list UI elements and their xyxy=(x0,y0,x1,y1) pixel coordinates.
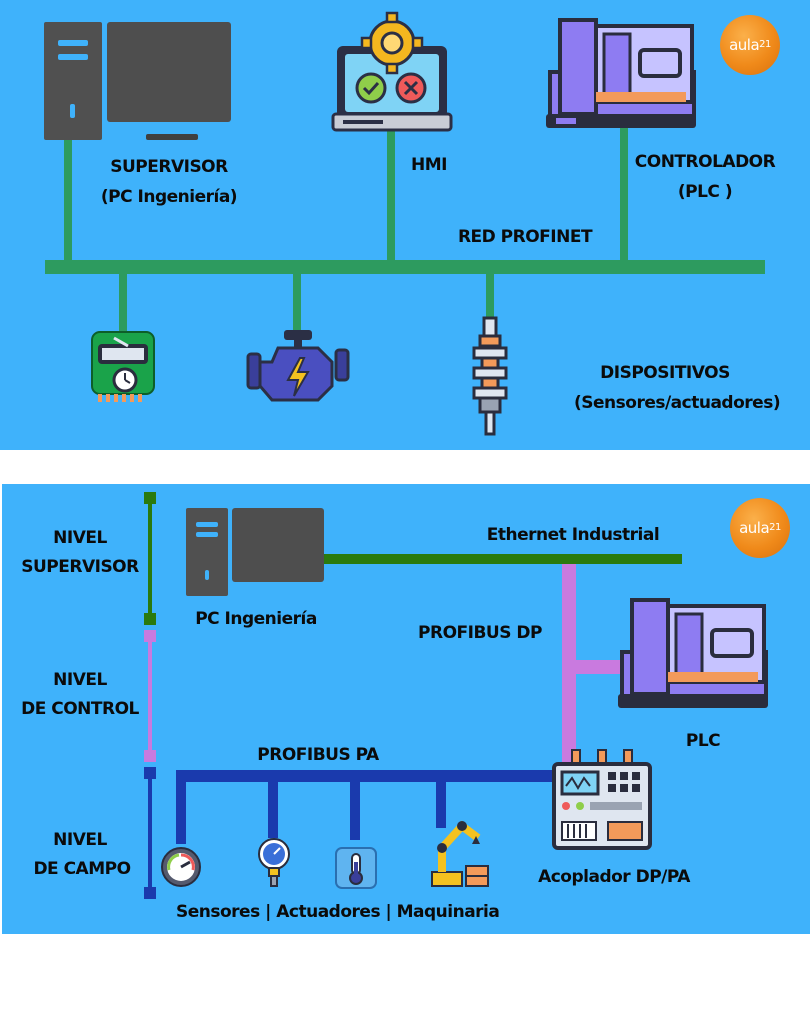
plc-icon xyxy=(618,598,768,708)
supervisor-connector xyxy=(64,130,72,262)
pa-drop-1 xyxy=(176,780,186,844)
controller-subtitle: (PLC ) xyxy=(677,182,733,202)
profibus-pa-bus xyxy=(176,770,556,782)
level-axis-field xyxy=(148,771,152,893)
controller-connector xyxy=(620,128,628,262)
hmi-connector xyxy=(387,128,395,262)
plc-controller-icon xyxy=(546,18,696,128)
spark-plug-icon xyxy=(472,316,508,436)
gauge-icon xyxy=(161,847,201,887)
supervisor-subtitle: (PC Ingeniería) xyxy=(100,187,238,207)
motor-icon xyxy=(246,330,350,402)
level-marker-supervisor-top xyxy=(144,492,156,504)
profibus-dp-label: PROFIBUS DP xyxy=(418,623,542,643)
field-devices-label: Sensores | Actuadores | Maquinaria xyxy=(176,902,500,922)
sensor-board-icon xyxy=(91,331,155,402)
ethernet-industrial-line xyxy=(320,554,682,564)
profinet-label: RED PROFINET xyxy=(457,227,593,247)
hmi-label: HMI xyxy=(411,155,447,175)
profibus-dp-vertical xyxy=(562,564,576,768)
devices-subtitle: (Sensores/actuadores) xyxy=(574,393,781,413)
supervisor-title: SUPERVISOR xyxy=(110,157,228,177)
profibus-levels-panel: NIVEL SUPERVISOR NIVEL DE CONTROL NIVEL … xyxy=(2,484,810,934)
hmi-laptop-icon xyxy=(331,11,453,132)
pa-drop-2 xyxy=(268,780,278,838)
pa-drop-3 xyxy=(350,780,360,840)
level-control-line2: DE CONTROL xyxy=(21,699,139,719)
controller-title: CONTROLADOR xyxy=(634,152,776,172)
coupler-label: Acoplador DP/PA xyxy=(538,867,690,887)
device3-connector xyxy=(486,272,494,322)
level-axis-supervisor xyxy=(148,496,152,620)
devices-title: DISPOSITIVOS xyxy=(600,363,730,383)
profibus-dp-to-plc xyxy=(576,660,630,674)
robot-arm-icon xyxy=(431,820,489,887)
thermometer-icon xyxy=(335,847,377,889)
level-axis-control xyxy=(148,634,152,758)
level-supervisor-line1: NIVEL xyxy=(53,528,107,548)
device2-connector xyxy=(293,272,301,334)
pc-icon xyxy=(44,22,231,140)
profinet-bus xyxy=(45,260,765,274)
pa-drop-4 xyxy=(436,780,446,828)
level-control-line1: NIVEL xyxy=(53,670,107,690)
level-field-line2: DE CAMPO xyxy=(33,859,131,879)
level-marker-field-bottom xyxy=(144,887,156,899)
ethernet-label: Ethernet Industrial xyxy=(486,525,660,545)
device1-connector xyxy=(119,272,127,334)
level-field-line1: NIVEL xyxy=(53,830,107,850)
level-marker-control-top xyxy=(144,630,156,642)
level-marker-control-bottom xyxy=(144,750,156,762)
pc-label: PC Ingeniería xyxy=(195,609,317,629)
pc-icon xyxy=(186,508,324,596)
profibus-pa-label: PROFIBUS PA xyxy=(257,745,379,765)
aula21-logo: aula 21 xyxy=(730,498,790,558)
profinet-diagram-panel: aula 21 SUPERVISOR (PC Ingeniería) HMI CO… xyxy=(0,0,810,450)
level-marker-field-top xyxy=(144,767,156,779)
pressure-gauge-icon xyxy=(258,838,290,887)
level-supervisor-line2: SUPERVISOR xyxy=(21,557,139,577)
plc-label: PLC xyxy=(685,731,721,751)
aula21-logo: aula 21 xyxy=(720,15,780,75)
dp-pa-coupler-icon xyxy=(552,749,652,850)
level-marker-supervisor-bottom xyxy=(144,613,156,625)
